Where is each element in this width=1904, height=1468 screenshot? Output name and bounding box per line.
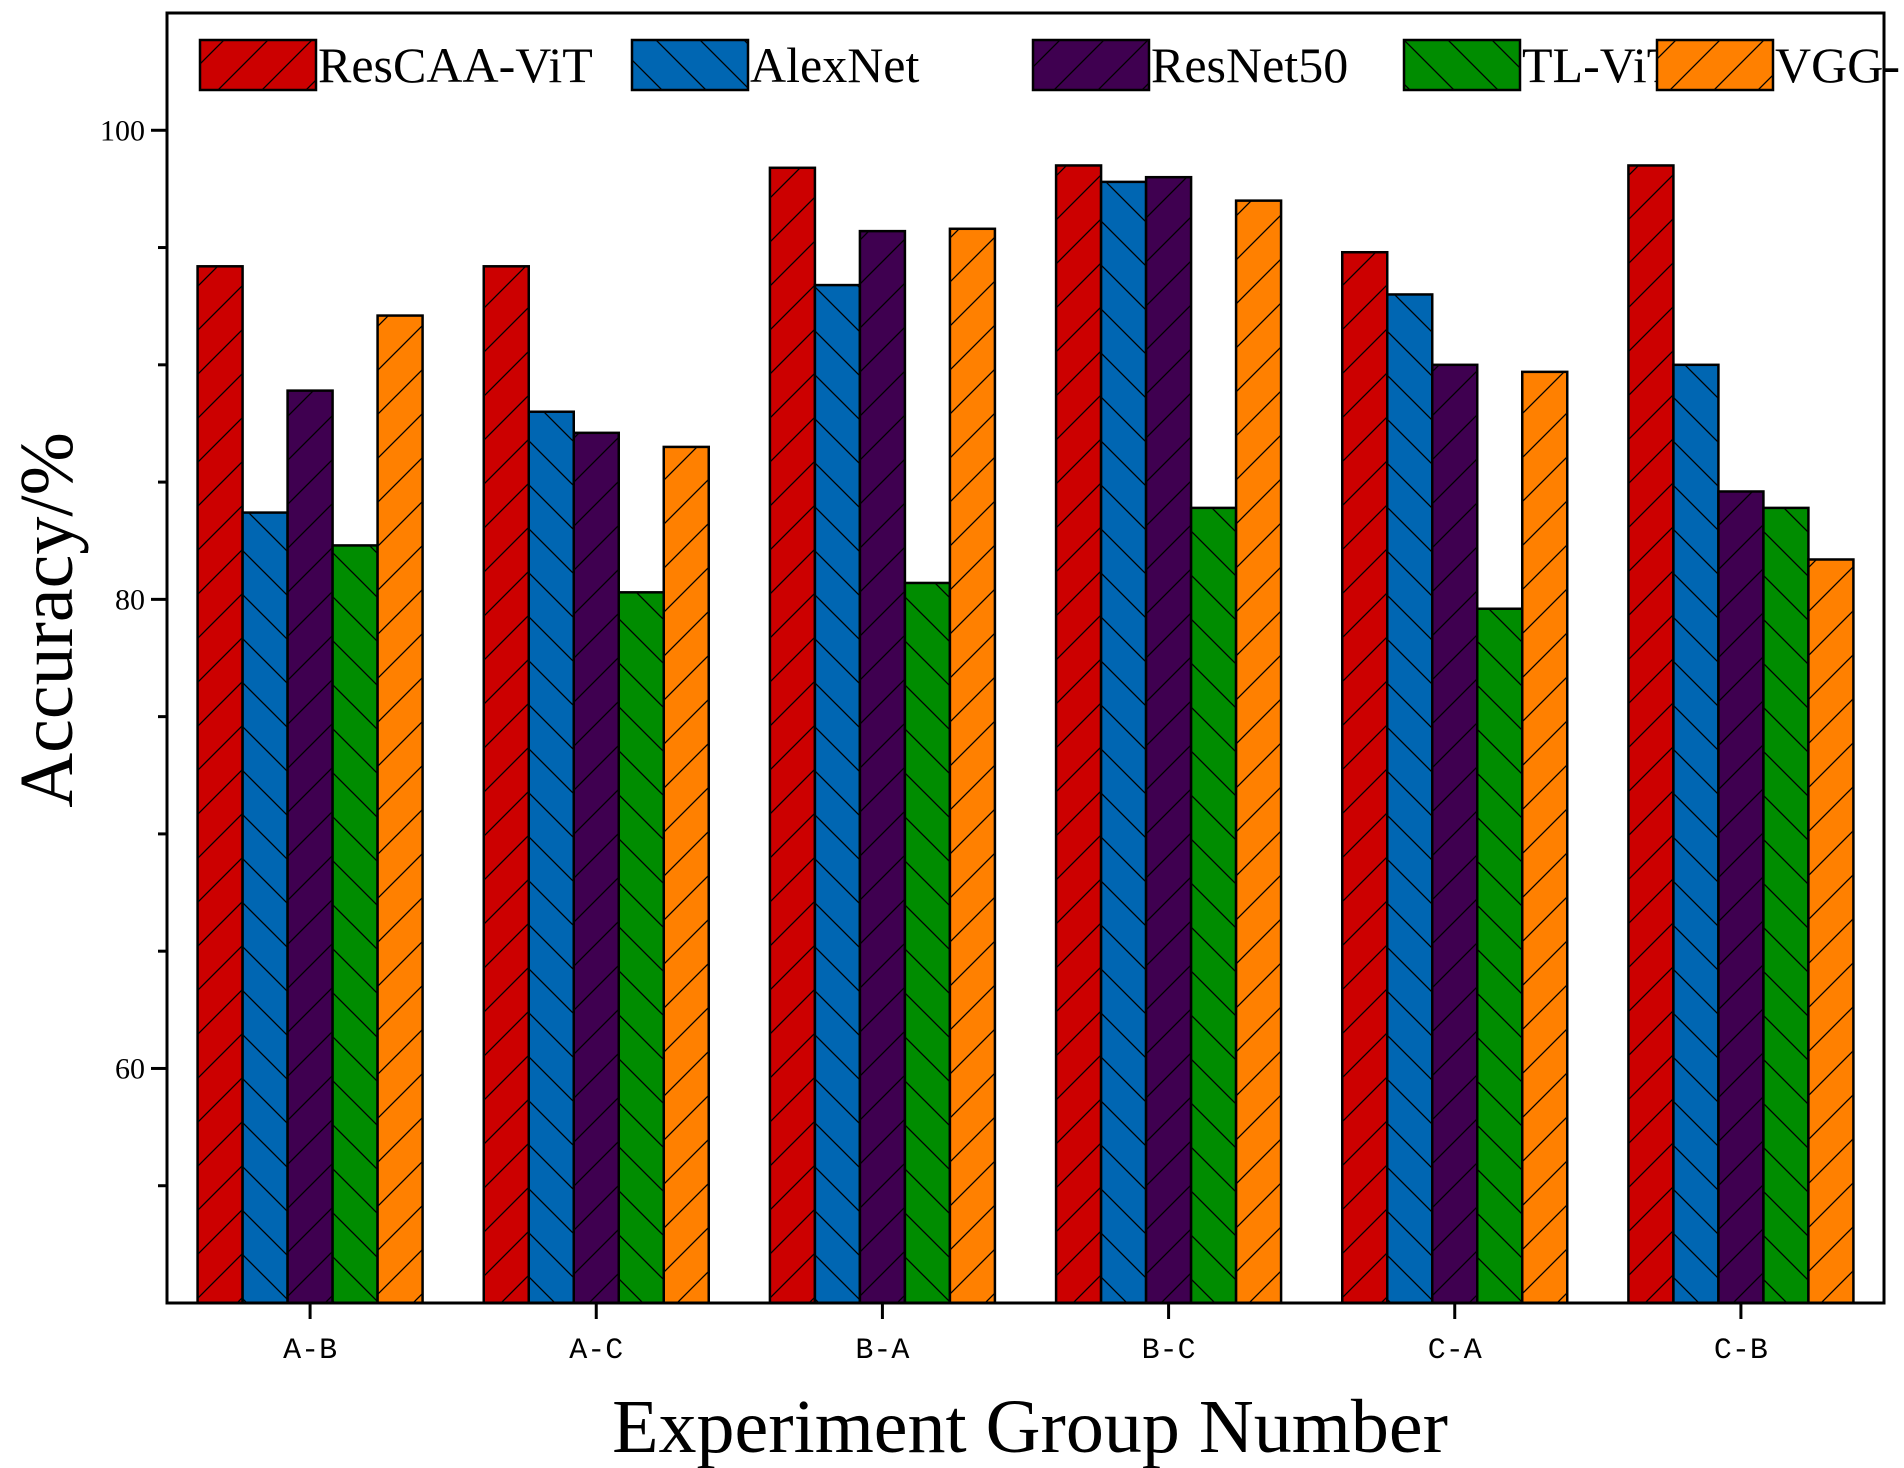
bar-hatch <box>1099 180 1148 1305</box>
x-axis-ticks: A-B A-C B-A B-C C-A C-B <box>283 1303 1768 1368</box>
bar-vgg-16-a-b <box>376 314 424 1305</box>
bar-vgg-16-a-c <box>662 445 710 1305</box>
legend-item-vgg-16: VGG-16 <box>1655 37 1904 93</box>
bar-hatch <box>1521 370 1569 1305</box>
bar-tl-vit-b-a <box>903 581 952 1305</box>
legend-label: ResCAA-ViT <box>318 37 593 93</box>
bar-rescaa-vit-c-b <box>1627 164 1675 1305</box>
bar-hatch <box>1476 607 1524 1305</box>
legend-item-alexnet: AlexNet <box>630 37 919 93</box>
legend-swatch-hatch <box>1031 38 1151 92</box>
y-axis-title: Accuracy/% <box>5 432 89 808</box>
bar-resnet50-a-b <box>286 389 334 1305</box>
bar-alexnet-c-a <box>1386 293 1434 1305</box>
bar-hatch <box>1431 363 1479 1305</box>
plot-frame <box>165 11 1886 1305</box>
legend-label: TL-ViT <box>1522 37 1677 93</box>
y-tick-label-80: 80 <box>115 583 145 616</box>
x-tick-label-c-b: C-B <box>1714 1334 1768 1368</box>
bar-hatch <box>768 166 817 1305</box>
bar-hatch <box>572 431 620 1305</box>
bar-alexnet-b-a <box>813 283 862 1305</box>
legend-item-resnet50: ResNet50 <box>1031 37 1348 93</box>
legend-label: AlexNet <box>750 37 919 93</box>
y-tick-label-100: 100 <box>100 114 145 147</box>
bar-hatch <box>948 227 997 1305</box>
bar-tl-vit-a-b <box>331 544 379 1305</box>
bar-hatch <box>662 445 710 1305</box>
bar-rescaa-vit-a-b <box>196 265 244 1305</box>
bar-hatch <box>1627 164 1675 1305</box>
legend-swatch-hatch <box>1655 38 1775 92</box>
bar-resnet50-a-c <box>572 431 620 1305</box>
bar-resnet50-b-c <box>1144 175 1193 1305</box>
bar-hatch <box>286 389 334 1305</box>
bar-hatch <box>196 265 244 1305</box>
bar-hatch <box>1672 363 1720 1305</box>
legend: ResCAA-ViT AlexNet ResNet50 TL-ViT VGG-16 <box>198 37 1904 93</box>
legend-label: VGG-16 <box>1775 37 1904 93</box>
bar-hatch <box>617 591 665 1305</box>
bar-tl-vit-b-c <box>1189 506 1238 1305</box>
bar-vgg-16-c-b <box>1807 558 1855 1305</box>
legend-swatch-hatch <box>1402 38 1522 92</box>
bar-tl-vit-a-c <box>617 591 665 1305</box>
bar-hatch <box>858 229 907 1305</box>
bar-alexnet-a-b <box>241 511 289 1305</box>
bar-vgg-16-b-a <box>948 227 997 1305</box>
bar-hatch <box>1762 506 1810 1305</box>
bar-hatch <box>1717 490 1765 1305</box>
bar-rescaa-vit-a-c <box>482 265 530 1305</box>
x-tick-label-c-a: C-A <box>1428 1334 1482 1368</box>
bar-alexnet-c-b <box>1672 363 1720 1305</box>
bar-hatch <box>482 265 530 1305</box>
bars-layer <box>196 164 1855 1305</box>
bar-resnet50-c-a <box>1431 363 1479 1305</box>
x-tick-label-a-c: A-C <box>569 1334 623 1368</box>
legend-label: ResNet50 <box>1151 37 1348 93</box>
bar-rescaa-vit-b-c <box>1054 164 1103 1305</box>
legend-item-rescaa-vit: ResCAA-ViT <box>198 37 593 93</box>
bar-resnet50-b-a <box>858 229 907 1305</box>
bar-vgg-16-c-a <box>1521 370 1569 1305</box>
x-tick-label-b-c: B-C <box>1142 1334 1196 1368</box>
bar-rescaa-vit-c-a <box>1341 250 1389 1305</box>
legend-swatch-hatch <box>630 38 750 92</box>
legend-swatch-hatch <box>198 38 318 92</box>
legend-item-tl-vit: TL-ViT <box>1402 37 1677 93</box>
bar-tl-vit-c-a <box>1476 607 1524 1305</box>
bar-hatch <box>241 511 289 1305</box>
bar-alexnet-a-c <box>527 410 575 1305</box>
bar-hatch <box>527 410 575 1305</box>
bar-vgg-16-b-c <box>1234 199 1283 1305</box>
bar-tl-vit-c-b <box>1762 506 1810 1305</box>
bar-alexnet-b-c <box>1099 180 1148 1305</box>
bar-hatch <box>331 544 379 1305</box>
x-tick-label-b-a: B-A <box>855 1334 909 1368</box>
bar-hatch <box>1054 164 1103 1305</box>
bar-hatch <box>1234 199 1283 1305</box>
bar-hatch <box>1341 250 1389 1305</box>
y-axis-ticks: 60 80 100 <box>100 114 167 1188</box>
bar-hatch <box>1807 558 1855 1305</box>
bar-resnet50-c-b <box>1717 490 1765 1305</box>
bar-hatch <box>813 283 862 1305</box>
bar-hatch <box>1144 175 1193 1305</box>
bar-hatch <box>903 581 952 1305</box>
x-axis-title: Experiment Group Number <box>612 1385 1448 1468</box>
x-tick-label-a-b: A-B <box>283 1334 337 1368</box>
bar-rescaa-vit-b-a <box>768 166 817 1305</box>
y-tick-label-60: 60 <box>115 1052 145 1085</box>
bar-hatch <box>1386 293 1434 1305</box>
bar-hatch <box>1189 506 1238 1305</box>
bar-hatch <box>376 314 424 1305</box>
